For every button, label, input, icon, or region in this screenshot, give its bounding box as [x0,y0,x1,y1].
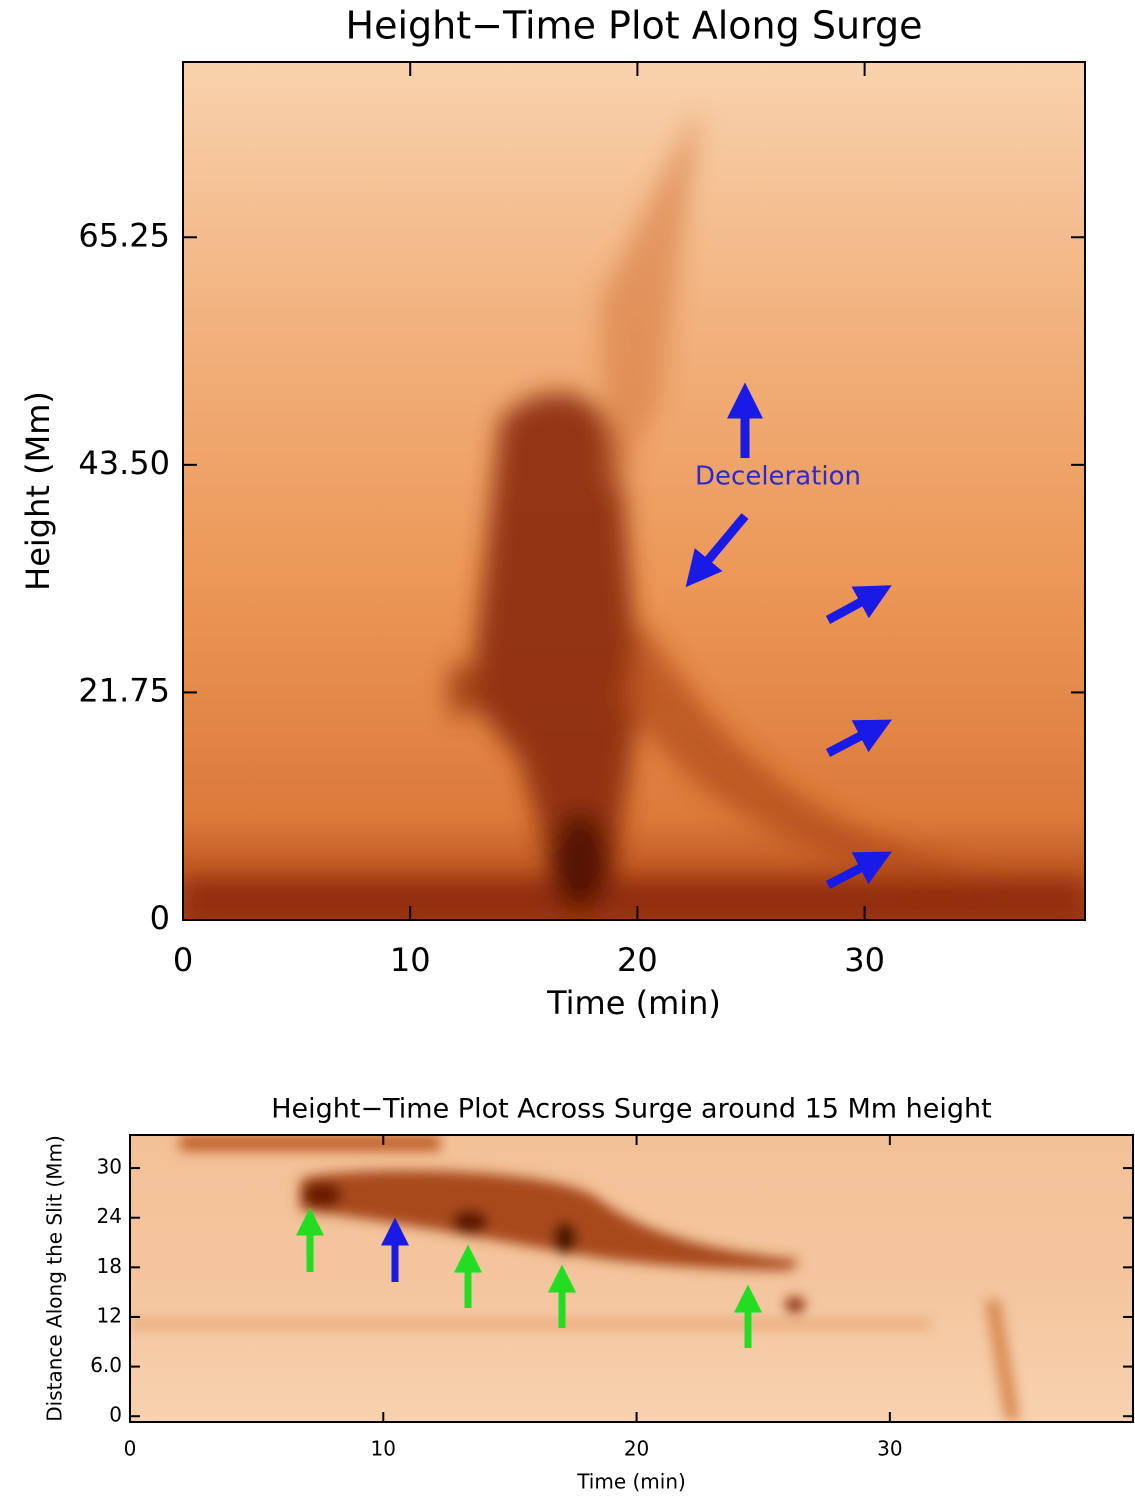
y-axis-label: Height (Mm) [19,391,57,591]
y-tick-label: 12 [97,1303,122,1327]
x-tick-label: 30 [844,941,885,979]
chart-title: Height−Time Plot Across Surge around 15 … [271,1094,992,1125]
x-tick-label: 20 [617,941,658,979]
x-tick-label: 10 [390,941,431,979]
y-tick-label: 6.0 [90,1353,122,1377]
chart-title: Height−Time Plot Along Surge [346,4,923,48]
y-tick-label: 30 [97,1155,122,1179]
y-tick-label: 65.25 [78,216,170,254]
image-plot [130,1135,1133,1422]
x-tick-label: 20 [624,1437,649,1461]
y-tick-label: 0 [109,1403,122,1427]
plot-frame [129,1134,1134,1423]
annotation: Deceleration [695,462,861,492]
image-plot [183,62,1085,920]
x-tick-label: 10 [371,1437,396,1461]
x-axis-label: Time (min) [576,1470,686,1494]
y-tick-label: 43.50 [78,444,170,482]
y-tick-label: 18 [97,1254,122,1278]
y-tick-label: 21.75 [78,671,170,709]
x-tick-label: 0 [173,941,193,979]
x-axis-label: Time (min) [546,984,721,1022]
x-tick-label: 0 [124,1437,137,1461]
x-tick-label: 30 [877,1437,902,1461]
plot-frame [182,61,1086,921]
y-axis-label: Distance Along the Slit (Mm) [43,1135,67,1422]
annotation-arrows [296,382,892,1348]
y-tick-label: 24 [97,1204,122,1228]
y-tick-label: 0 [150,899,170,937]
